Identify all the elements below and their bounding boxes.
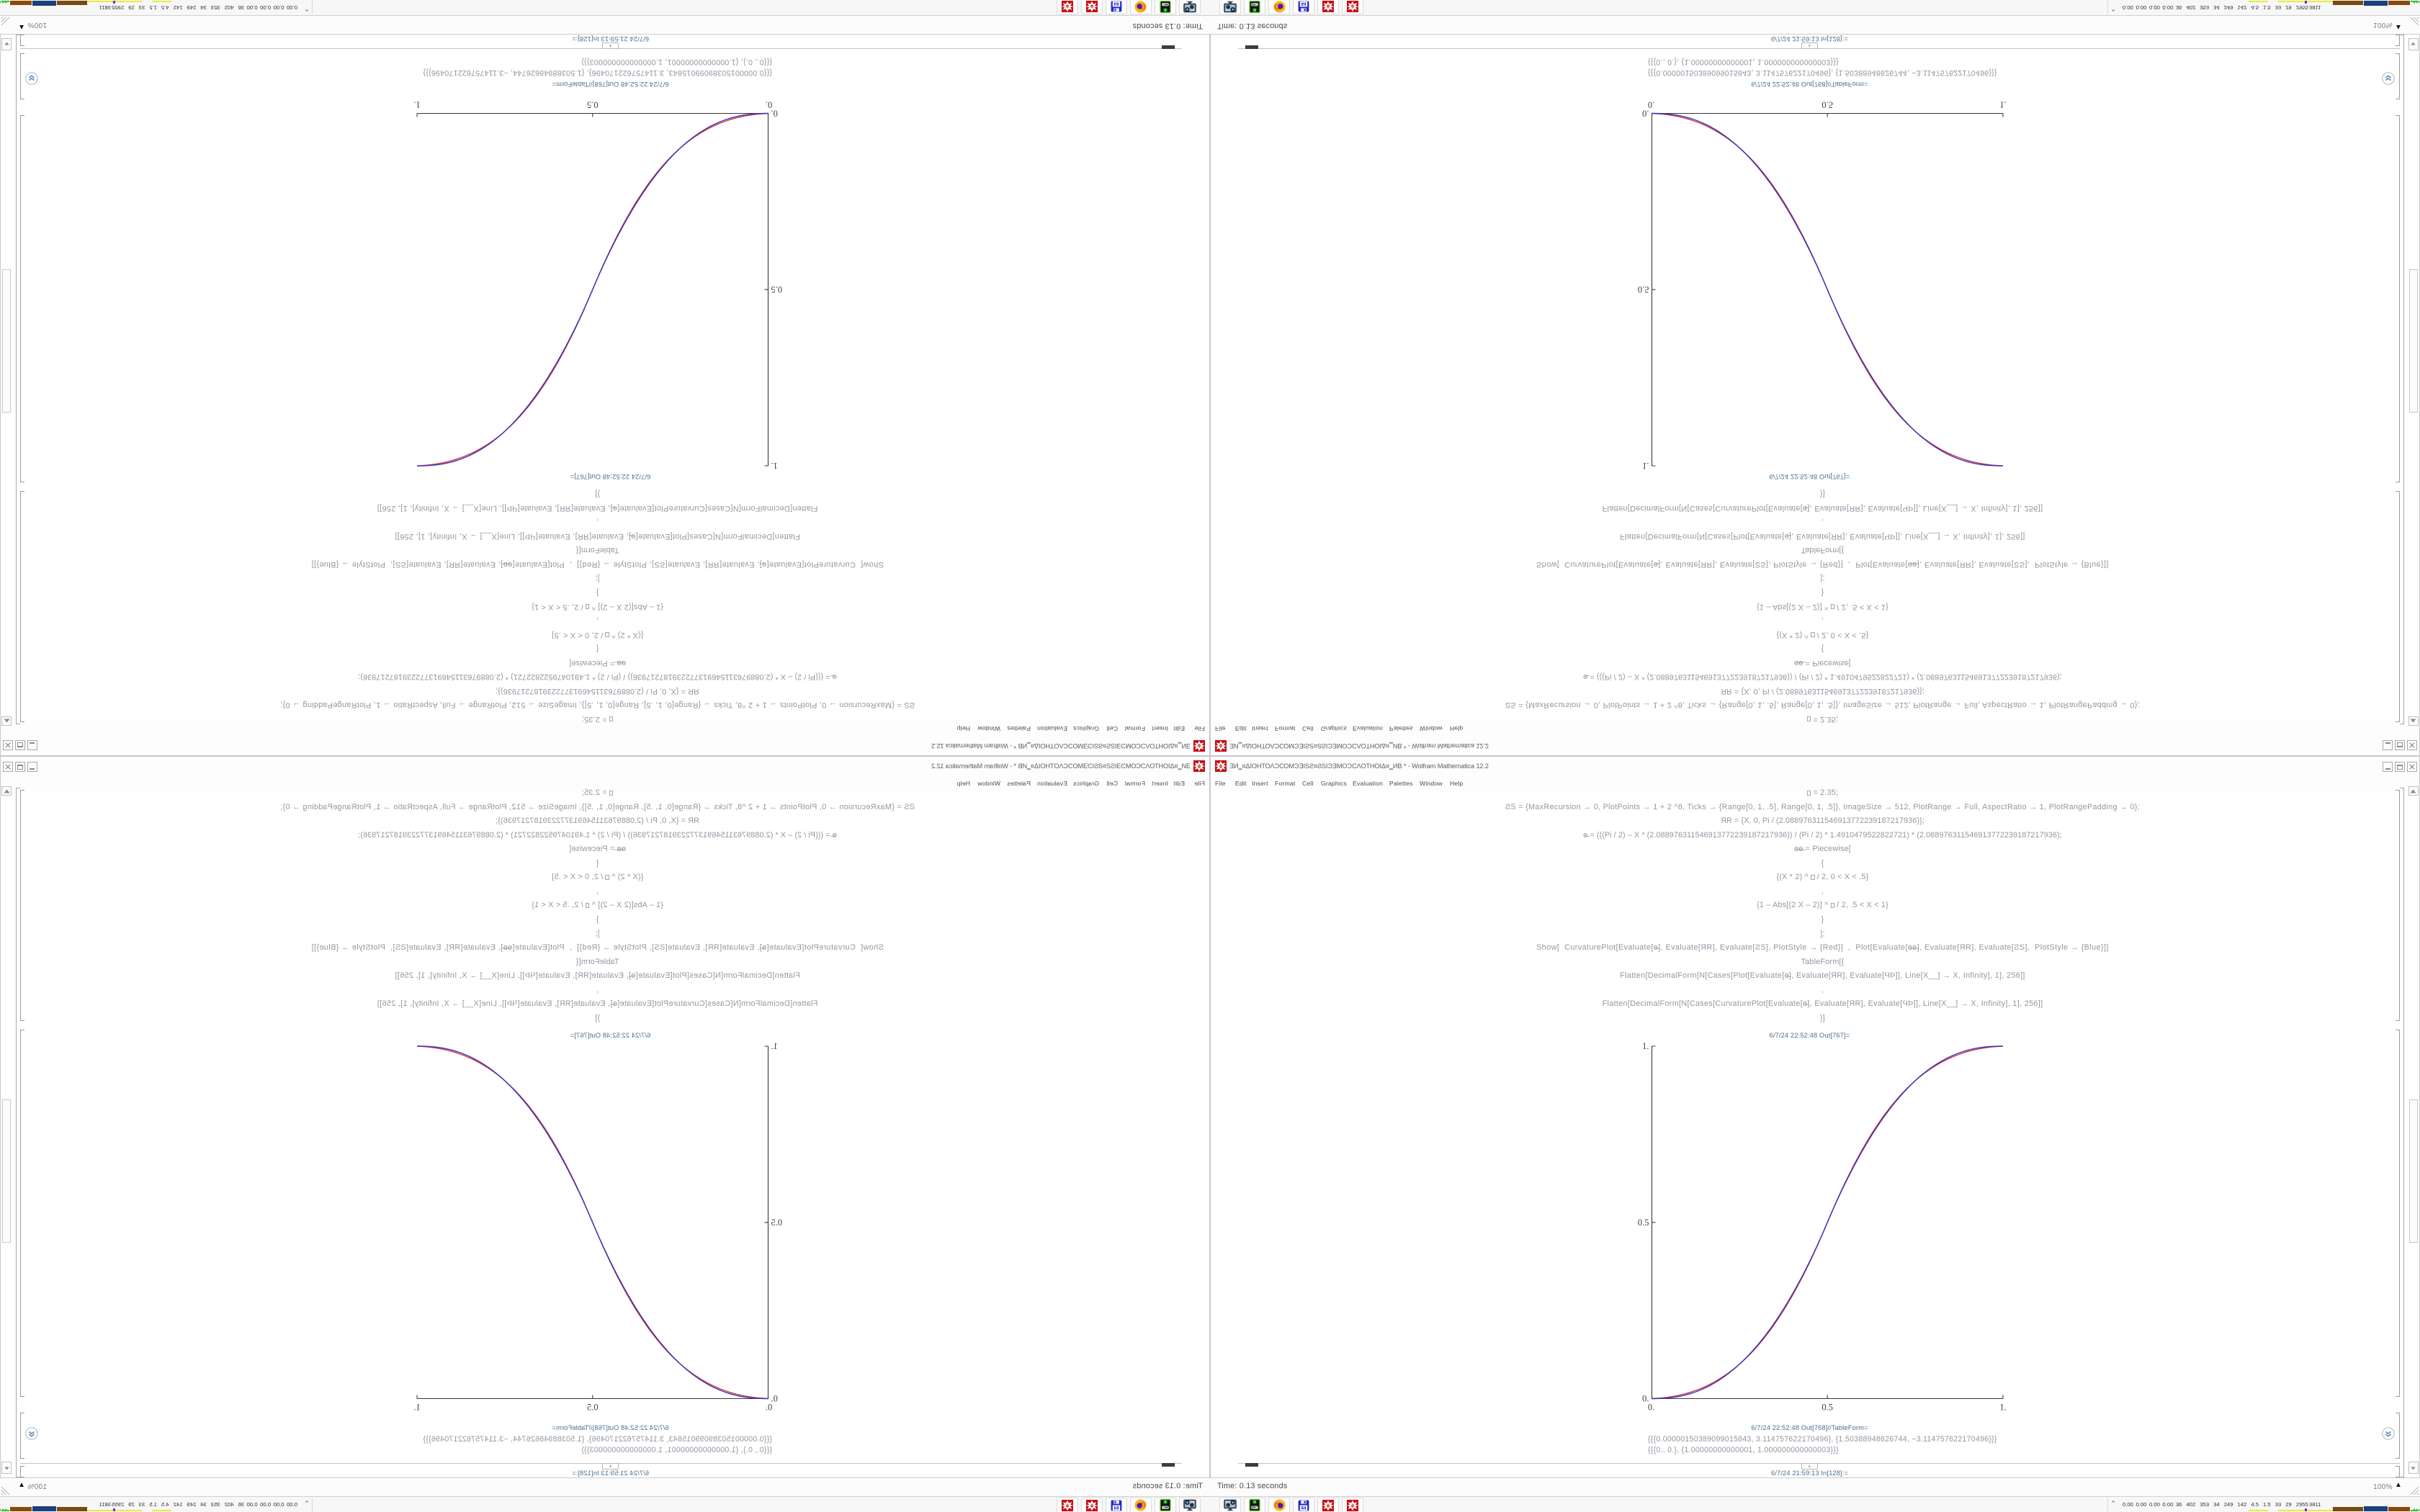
svg-text:0.: 0. (1648, 100, 1654, 110)
svg-text:1.: 1. (1999, 100, 2006, 110)
svg-text:1.: 1. (413, 1403, 420, 1413)
svg-text:0.: 0. (1648, 1403, 1654, 1413)
svg-text:0.5: 0.5 (1638, 284, 1649, 294)
svg-text:1.: 1. (1642, 1041, 1649, 1051)
svg-text:0.5: 0.5 (771, 284, 783, 294)
svg-text:0.5: 0.5 (1638, 1218, 1649, 1228)
svg-text:1.: 1. (771, 461, 778, 471)
svg-text:64: 64 (1113, 1, 1119, 6)
svg-text:1.: 1. (413, 100, 420, 110)
svg-text:0.: 0. (1642, 1394, 1649, 1404)
svg-text:0.5: 0.5 (1821, 100, 1833, 110)
svg-text:0.: 0. (766, 1403, 772, 1413)
svg-text:64: 64 (1301, 1506, 1307, 1511)
svg-text:0.5: 0.5 (587, 1403, 599, 1413)
svg-text:0.: 0. (771, 109, 778, 119)
svg-text:1.: 1. (771, 1041, 778, 1051)
svg-text:1.: 1. (1642, 461, 1649, 471)
svg-text:64: 64 (1301, 1, 1307, 6)
svg-text:1.: 1. (1999, 1403, 2006, 1413)
svg-text:0.5: 0.5 (587, 100, 599, 110)
svg-text:0.: 0. (1642, 109, 1649, 119)
svg-text:0.: 0. (766, 100, 772, 110)
svg-text:0.: 0. (771, 1394, 778, 1404)
svg-text:64: 64 (1113, 1506, 1119, 1511)
svg-text:0.5: 0.5 (771, 1218, 783, 1228)
svg-text:0.5: 0.5 (1821, 1403, 1833, 1413)
